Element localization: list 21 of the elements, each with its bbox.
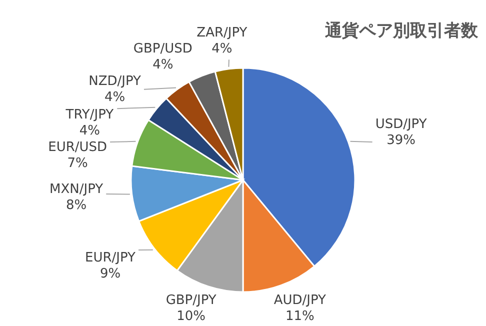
slice-label: TRY/JPY: [64, 107, 114, 122]
data-label: 11%: [285, 309, 314, 324]
slice-label: AUD/JPY: [274, 293, 326, 308]
chart-title: 通貨ペア別取引者数: [324, 21, 479, 41]
slice-label: ZAR/JPY: [196, 26, 248, 41]
slice-label: USD/JPY: [375, 117, 427, 132]
slice-label: EUR/JPY: [85, 250, 136, 266]
data-label: 4%: [104, 90, 126, 106]
slice-label: GBP/USD: [133, 41, 192, 56]
data-label: 39%: [386, 133, 416, 148]
data-label: 9%: [100, 266, 121, 282]
slice-label: MXN/JPY: [50, 182, 104, 198]
data-label: 4%: [212, 42, 232, 57]
data-label: 8%: [66, 198, 87, 214]
data-label: 4%: [152, 57, 174, 72]
data-label: 10%: [176, 309, 206, 324]
data-label: 7%: [67, 156, 88, 172]
slice-label: NZD/JPY: [88, 74, 142, 90]
data-label: 4%: [79, 123, 100, 138]
slice-label: EUR/USD: [48, 140, 108, 156]
slice-label: GBP/JPY: [166, 293, 216, 308]
